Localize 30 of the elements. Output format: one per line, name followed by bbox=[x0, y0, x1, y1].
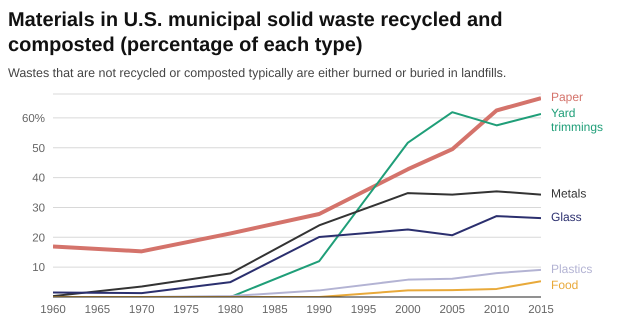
line-series bbox=[53, 96, 541, 254]
series-label: Plastics bbox=[551, 262, 592, 276]
x-tick-label: 1980 bbox=[218, 304, 244, 316]
x-tick-label: 1970 bbox=[128, 304, 155, 316]
y-tick-label: 10 bbox=[32, 262, 45, 274]
x-tick-label: 2000 bbox=[395, 304, 421, 316]
y-tick-label: 50 bbox=[32, 142, 45, 155]
x-tick-label: 1965 bbox=[84, 304, 110, 316]
series-label: Metals bbox=[551, 186, 586, 201]
line-series bbox=[53, 190, 541, 297]
chart-title: Materials in U.S. municipal solid waste recycled and composted (percentage of each type) bbox=[8, 8, 504, 58]
x-tick-label: 2005 bbox=[439, 304, 466, 316]
chart-subtitle: Wastes that are not recycled or composted typically are either burned or buried in landfills. bbox=[8, 66, 508, 80]
y-tick-label: 20 bbox=[32, 232, 45, 244]
x-tick-label: 2010 bbox=[484, 304, 510, 316]
line-series bbox=[53, 215, 541, 294]
series-label: Yard trimmings bbox=[551, 106, 604, 134]
series-label: Glass bbox=[551, 210, 582, 224]
x-tick-label: 2015 bbox=[528, 304, 554, 316]
line-series bbox=[53, 280, 541, 297]
x-tick-label: 1975 bbox=[173, 304, 199, 316]
x-tick-label: 1990 bbox=[306, 304, 332, 316]
y-tick-label: 30 bbox=[32, 202, 45, 215]
y-tick-label: 40 bbox=[32, 172, 45, 185]
x-tick-label: 1985 bbox=[262, 304, 288, 316]
y-tick-label: 60% bbox=[22, 112, 45, 125]
series-label: Paper bbox=[551, 90, 584, 104]
x-tick-label: 1995 bbox=[350, 304, 376, 316]
x-tick-label: 1960 bbox=[40, 304, 66, 316]
series-label: Food bbox=[551, 278, 578, 292]
